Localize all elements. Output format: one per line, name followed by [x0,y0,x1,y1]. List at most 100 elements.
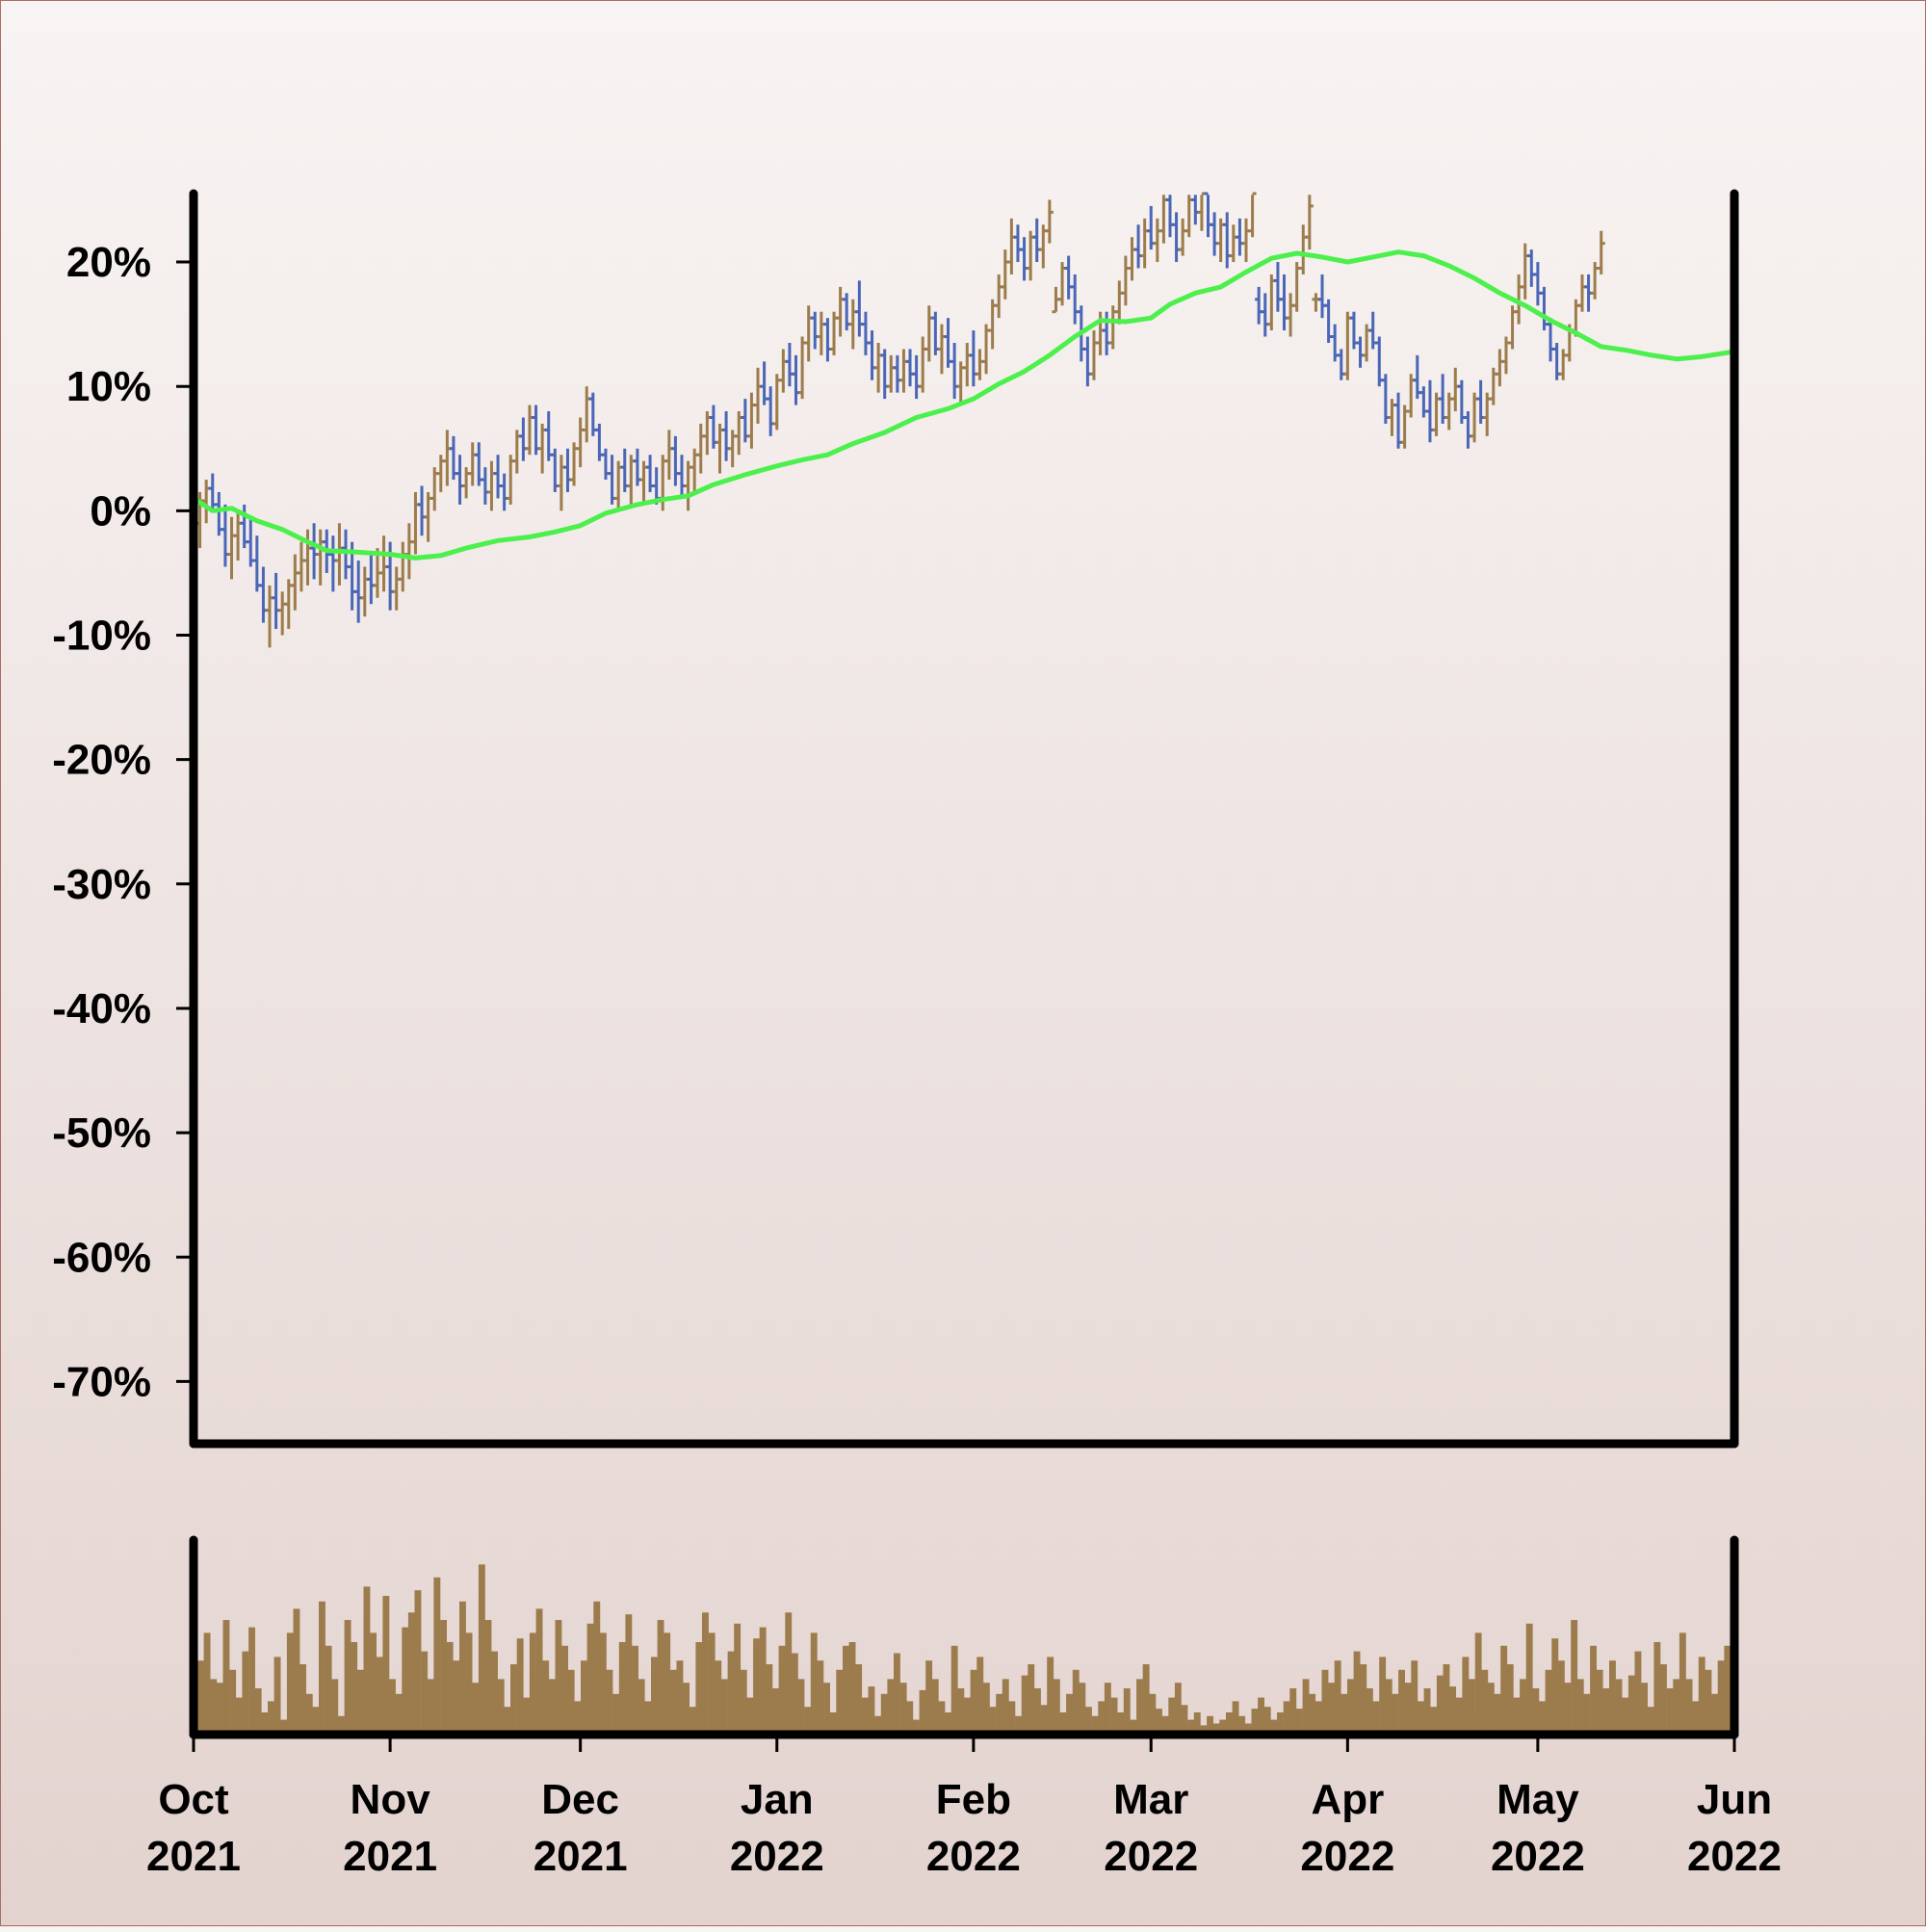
volume-bar [376,1657,383,1735]
ohlc-bar [1521,243,1529,300]
volume-bar [484,1620,492,1735]
volume-bar [1142,1664,1150,1735]
volume-bar [715,1660,722,1735]
ohlc-bar [767,386,775,436]
ohlc-bar [899,349,908,393]
volume-bar [1698,1657,1705,1735]
ohlc-bar [335,523,344,586]
volume-bar [319,1601,325,1735]
ohlc-bar [754,367,763,424]
volume-bar [1455,1697,1463,1735]
volume-bar [529,1632,536,1735]
volume-bar [810,1632,818,1735]
volume-bar [989,1707,997,1735]
volume-bar [261,1712,269,1735]
volume-bar [1404,1683,1412,1735]
ohlc-bar [1153,218,1161,263]
ohlc-bar [1577,274,1586,312]
x-tick-label-month: Mar [1113,1776,1188,1823]
ohlc-bar [291,554,299,611]
volume-bar [1564,1683,1572,1735]
volume-bar [1002,1679,1009,1735]
ohlc-bar [1273,262,1282,312]
volume-bar [695,1642,703,1735]
x-tick-label-year: 2021 [343,1833,437,1880]
volume-bar [1673,1679,1680,1735]
volume-bar [766,1664,773,1735]
ohlc-bar [1001,249,1009,300]
ohlc-bar [1013,224,1022,263]
volume-bar [894,1653,900,1735]
ohlc-bar [1356,336,1365,368]
ohlc-bar [557,455,565,511]
ohlc-bar [481,467,489,505]
volume-bar [1314,1701,1322,1735]
volume-bar [548,1679,556,1735]
volume-bar [1040,1705,1048,1735]
volume-bar [1193,1712,1201,1735]
ohlc-bar [266,585,274,648]
moving-average-line [192,249,1735,561]
x-tick-label-year: 2021 [534,1833,628,1880]
x-tick-label-year: 2021 [146,1833,241,1880]
volume-bar [1583,1693,1591,1735]
volume-bar [1392,1693,1399,1735]
ohlc-bar [494,455,503,499]
volume-bar [1258,1697,1264,1735]
volume-bar [836,1669,844,1735]
volume-bar [1181,1705,1188,1735]
volume-bar [1398,1669,1405,1735]
volume-bar [1251,1709,1259,1735]
ohlc-bar [1597,230,1605,274]
y-tick-label: -70% [52,1358,151,1405]
volume-bar [1423,1688,1431,1735]
ohlc-bar [272,572,280,630]
ohlc-bar [1312,293,1320,312]
ohlc-bar [855,280,864,337]
volume-bar [1212,1723,1220,1735]
volume-bar [1449,1686,1456,1735]
volume-bar [1283,1701,1290,1735]
volume-bar [1059,1712,1067,1735]
volume-bar [843,1645,849,1735]
y-axis-ticks: 20% 10% 0% -10% -20% -30% -40% -50% -60% -70% [52,239,194,1405]
ohlc-bar [519,417,528,461]
volume-bar [1156,1709,1162,1735]
volume-bar [1724,1645,1731,1735]
ohlc-bar [887,354,896,393]
y-tick-label: -20% [52,737,151,784]
ohlc-bar [811,311,820,350]
ohlc-bar [937,324,946,375]
volume-bar [772,1688,779,1735]
volume-bar [982,1683,990,1735]
volume-bar [1385,1679,1392,1735]
volume-bar [1711,1693,1718,1735]
volume-bar [593,1601,601,1735]
volume-bar [427,1679,434,1735]
volume-bar [1028,1664,1035,1735]
ohlc-bar [874,342,883,393]
volume-bar [504,1707,511,1735]
ohlc-bar [418,485,427,536]
ohlc-bar [747,392,756,449]
volume-bar [337,1715,345,1735]
ohlc-bar [354,561,363,623]
volume-bar [433,1577,441,1735]
volume-bar [1615,1679,1623,1735]
x-tick-label-month: Nov [351,1776,431,1823]
ohlc-bar [893,354,901,393]
x-tick-label-year: 2022 [730,1833,824,1880]
ohlc-bar [1007,218,1016,274]
ohlc-bar [722,411,731,461]
ohlc-bar [1527,249,1536,287]
volume-bar [1418,1701,1424,1735]
volume-bar [1270,1719,1278,1735]
ohlc-bar [576,417,585,468]
volume-bar [632,1645,638,1735]
ohlc-bar [1280,274,1288,331]
volume-bar [440,1620,447,1735]
ohlc-bar [1559,349,1568,380]
volume-bar [855,1664,863,1735]
ohlc-bar [798,336,807,400]
ohlc-bar [601,448,610,481]
